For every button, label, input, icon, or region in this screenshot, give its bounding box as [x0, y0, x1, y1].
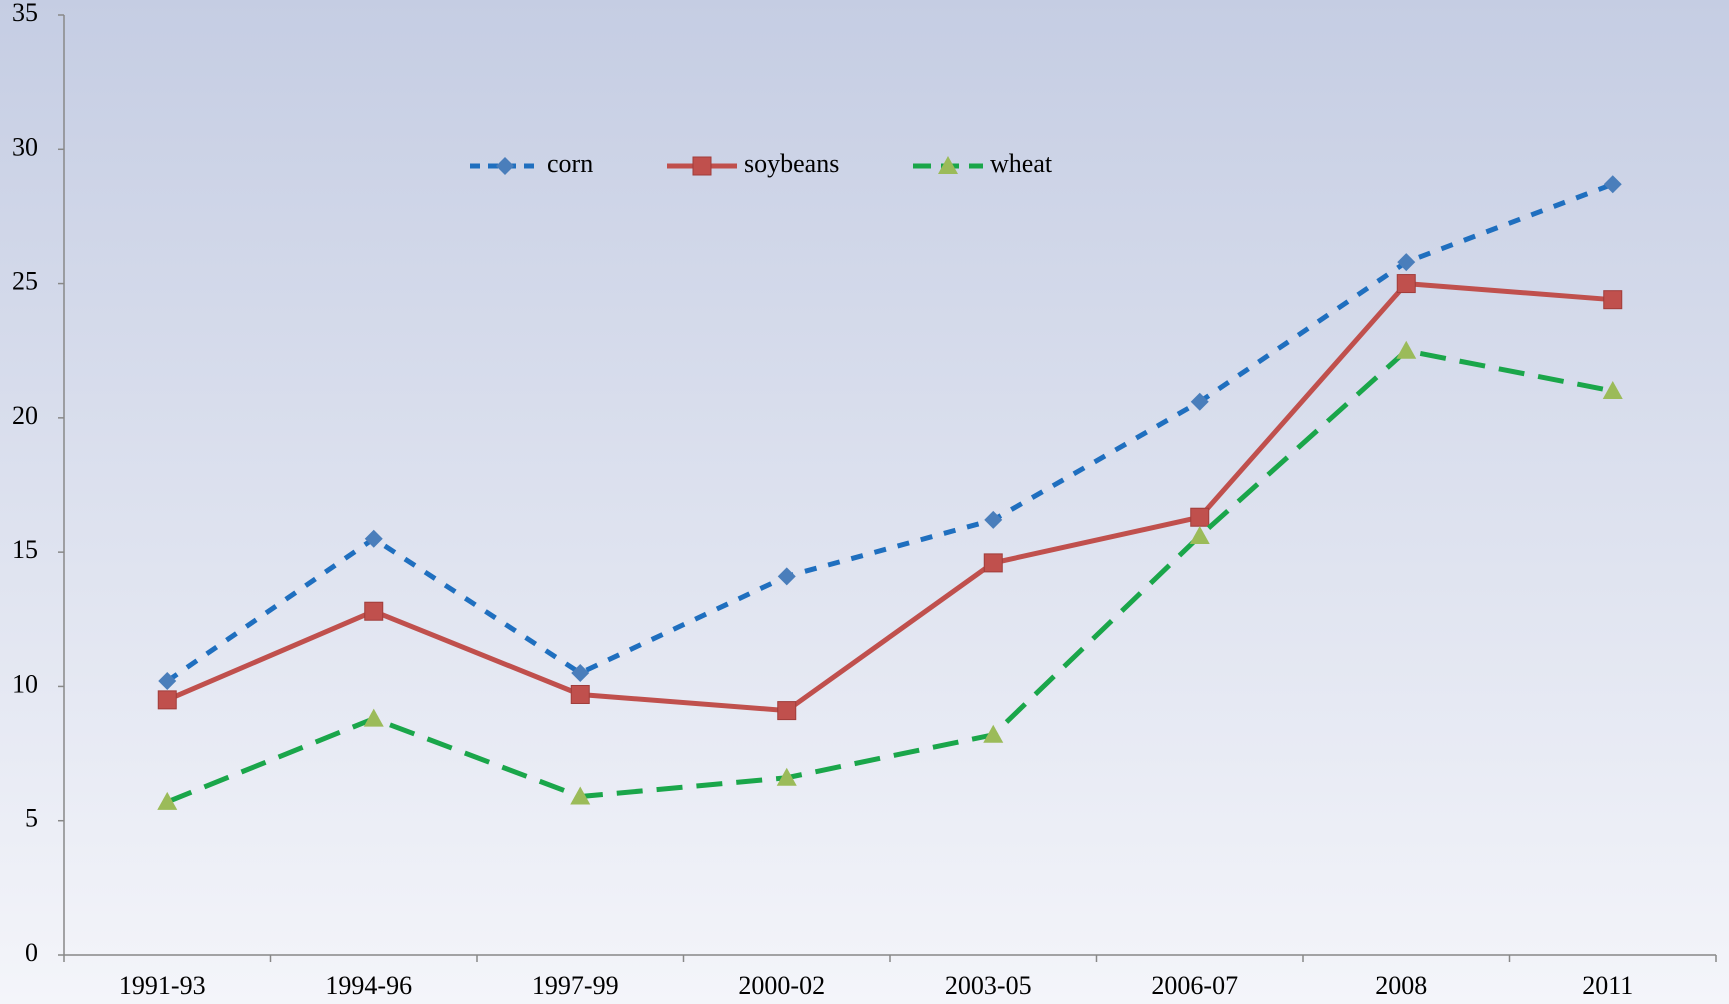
data-point	[984, 510, 1003, 529]
legend-marker	[496, 157, 514, 175]
y-tick-label: 5	[25, 804, 38, 833]
data-point	[1190, 507, 1210, 527]
data-point	[1602, 381, 1623, 399]
data-point	[777, 701, 797, 721]
data-point	[571, 664, 590, 682]
data-point	[1190, 392, 1209, 411]
data-point	[983, 553, 1003, 573]
x-tick-label: 2000-02	[738, 971, 825, 1000]
y-tick-label: 25	[12, 267, 38, 296]
data-point	[1396, 340, 1417, 359]
legend-marker	[938, 156, 958, 174]
data-point	[570, 786, 591, 805]
data-point	[1397, 253, 1416, 272]
data-point	[363, 708, 384, 727]
x-tick-label: 1991-93	[119, 971, 206, 1000]
x-tick-label: 2006-07	[1151, 971, 1238, 1000]
legend-marker	[692, 156, 712, 176]
series-line	[166, 280, 1613, 714]
data-point	[1603, 290, 1623, 310]
data-point	[570, 684, 590, 704]
y-tick-label: 30	[12, 132, 38, 161]
data-point	[777, 567, 796, 586]
y-tick-label: 15	[12, 535, 38, 564]
x-tick-label: 2011	[1582, 971, 1633, 1000]
y-tick-label: 0	[25, 938, 38, 967]
legend-label: corn	[547, 149, 593, 178]
data-point	[1396, 274, 1416, 294]
legend-label: soybeans	[744, 149, 839, 178]
series-line	[166, 348, 1614, 805]
x-tick-label: 1994-96	[325, 971, 412, 1000]
y-tick-label: 35	[12, 0, 38, 27]
data-point	[158, 672, 177, 691]
data-point	[364, 529, 383, 548]
x-tick-label: 2008	[1375, 971, 1427, 1000]
data-point	[983, 724, 1004, 743]
data-point	[776, 767, 797, 786]
x-tick-label: 1997-99	[532, 971, 619, 1000]
series-line	[165, 181, 1614, 684]
data-point	[157, 791, 178, 810]
data-point	[1189, 526, 1210, 545]
data-point	[157, 690, 177, 710]
y-tick-label: 20	[12, 401, 38, 430]
data-point	[364, 601, 384, 621]
data-point	[1603, 175, 1622, 194]
y-tick-label: 10	[12, 669, 38, 698]
x-tick-label: 2003-05	[945, 971, 1032, 1000]
legend-label: wheat	[990, 149, 1053, 178]
